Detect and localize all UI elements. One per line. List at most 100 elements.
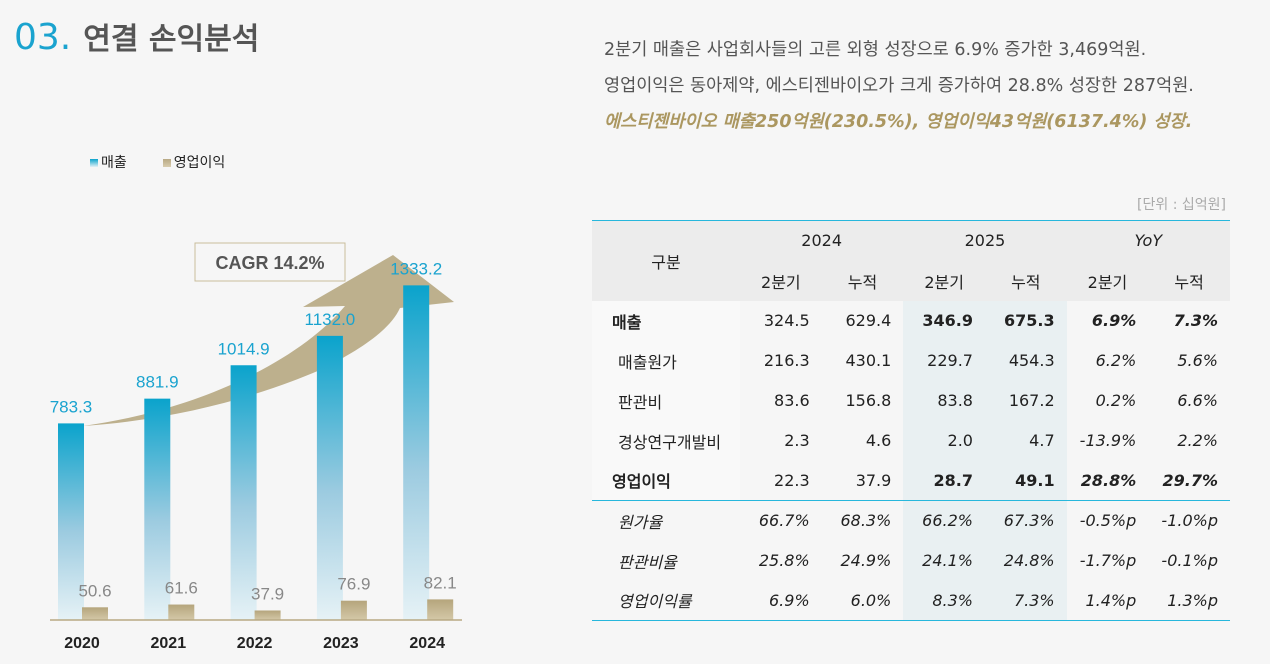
table-cell: 629.4 [845,311,892,330]
table-cell: 346.9 [903,300,985,341]
table-cell: 5.6% [1177,351,1218,370]
table-cell: 1.3%p [1167,590,1218,610]
sub-header: 2분기 [903,260,985,301]
row-label: 판관비 [592,380,740,421]
table-cell: 2.2% [1177,431,1218,450]
table-cell: 68.3% [821,500,904,541]
table-cell: 454.3 [984,340,1067,381]
cagr-label: CAGR 14.2% [215,253,324,273]
profit-bar [82,607,108,620]
table-cell: 28.7 [903,460,985,501]
legend-label-revenue: 매출 [101,155,127,171]
legend-swatch-profit [162,159,171,167]
table-row: 경상연구개발비 2.3 4.6 2.0 4.7 -13.9% 2.2% [592,420,1230,461]
group-header: 2025 [903,220,1067,261]
row-label: 판관비율 [592,540,740,581]
row-label: 매출 [592,300,740,341]
bar-chart: 783.3 50.6 2020 881.9 61.6 2021 1014.9 37.9 2022… [50,242,462,652]
table-cell: 6.0% [850,590,892,610]
table-cell: 6.6% [1177,391,1218,410]
table-cell: 24.9% [840,551,892,570]
table-cell: 2.0 [903,420,985,461]
revenue-label: 1333.2 [390,259,442,278]
table-cell: 6.2% [1095,351,1137,370]
profit-bar [254,610,281,620]
table-cell: 4.7 [984,420,1067,461]
table-row: 매출원가 216.3 430.1 229.7 454.3 6.2% 5.6% [592,340,1230,381]
x-tick-label: 2021 [151,635,187,652]
revenue-label: 881.9 [136,373,179,392]
section-title: 연결 손익분석 [83,22,260,57]
table-row: 원가율 66.7% 68.3% 66.2% 67.3% -0.5%p -1.0%p [592,500,1230,541]
table-cell: 22.3 [774,470,810,490]
section-number: 03. [14,17,72,58]
cagr-box [194,242,346,282]
table-cell: 67.3% [984,500,1067,541]
table-cell: 156.8 [845,391,892,410]
legend-profit: 영업이익 [162,152,226,172]
table-cell: 8.3% [903,580,985,621]
x-tick-label: 2023 [323,635,359,652]
sub-header: 2분기 [1066,260,1149,301]
legend-revenue: 매출 [90,152,127,172]
table-cell: 24.1% [903,540,985,581]
table-cell: 6.9% [769,590,810,610]
table-cell: -1.7%p [1079,551,1137,570]
row-label: 매출원가 [592,340,740,381]
table-cell: 49.1 [984,460,1067,501]
summary: 2분기 매출은 사업회사들의 고른 외형 성장으로 6.9% 증가한 3,469… [604,32,1194,140]
table-cell: 66.2% [903,500,985,541]
revenue-bar [58,423,84,620]
corner-header: 구분 [592,220,740,301]
group-header: 2024 [740,220,904,261]
table-cell: 167.2 [984,380,1067,421]
table-cell: 229.7 [903,340,985,381]
table-cell: -0.1%p [1161,551,1218,570]
profit-label: 61.6 [165,579,198,598]
table-row: 영업이익률 6.9% 6.0% 8.3% 7.3% 1.4%p 1.3%p [592,580,1230,621]
profit-label: 82.1 [424,573,457,592]
table-row: 매출 324.5 629.4 346.9 675.3 6.9% 7.3% [592,300,1230,341]
summary-line-1: 2분기 매출은 사업회사들의 고른 외형 성장으로 6.9% 증가한 3,469… [604,40,1147,60]
revenue-bar [316,335,343,620]
table-cell: -1.0%p [1148,500,1230,541]
x-tick-label: 2024 [409,635,445,652]
table-cell: 430.1 [845,351,892,370]
table-cell: 83.6 [774,391,810,410]
table-cell: 28.8% [1080,470,1137,490]
table-cell: 25.8% [758,551,810,570]
summary-highlight: 에스티젠바이오 매출250억원(230.5%), 영업이익43억원(6137.4… [604,112,1193,132]
table-cell: 7.3% [984,580,1067,621]
table-cell: 0.2% [1095,391,1137,410]
revenue-label: 1014.9 [218,339,270,358]
table-cell: 83.8 [903,380,985,421]
growth-arrow [83,255,454,426]
revenue-label: 783.3 [50,397,93,416]
revenue-bar [403,285,430,620]
financial-table: 구분 2024 2025 YoY 2분기 누적 2분기 누적 2분기 누적 매출 324.5… [592,220,1230,621]
legend-label-profit: 영업이익 [173,155,226,171]
table-cell: 2.3 [784,431,810,450]
profit-label: 37.9 [251,584,284,603]
table-cell: 324.5 [763,311,810,330]
table-cell: 4.6 [865,431,892,450]
profit-bar [427,599,454,620]
table-cell: 37.9 [855,470,892,490]
revenue-bar [230,365,257,620]
group-header: YoY [1066,220,1230,261]
row-label: 원가율 [592,500,740,541]
chart-legend: 매출 영업이익 [90,152,225,172]
table-row: 영업이익 22.3 37.9 28.7 49.1 28.8% 29.7% [592,460,1230,501]
profit-bar [340,600,367,620]
table-cell: 29.7% [1162,470,1218,490]
x-tick-label: 2020 [64,635,100,652]
table-cell: 6.9% [1091,311,1137,330]
revenue-bar [144,398,171,620]
row-label: 경상연구개발비 [592,420,740,461]
sub-header: 누적 [821,260,904,301]
table-row: 판관비율 25.8% 24.9% 24.1% 24.8% -1.7%p -0.1%p [592,540,1230,581]
table-cell: 66.7% [740,500,822,541]
table-cell: 7.3% [1173,311,1218,330]
unit-label: [단위 : 십억원] [1137,197,1226,213]
row-label: 영업이익률 [592,580,740,621]
